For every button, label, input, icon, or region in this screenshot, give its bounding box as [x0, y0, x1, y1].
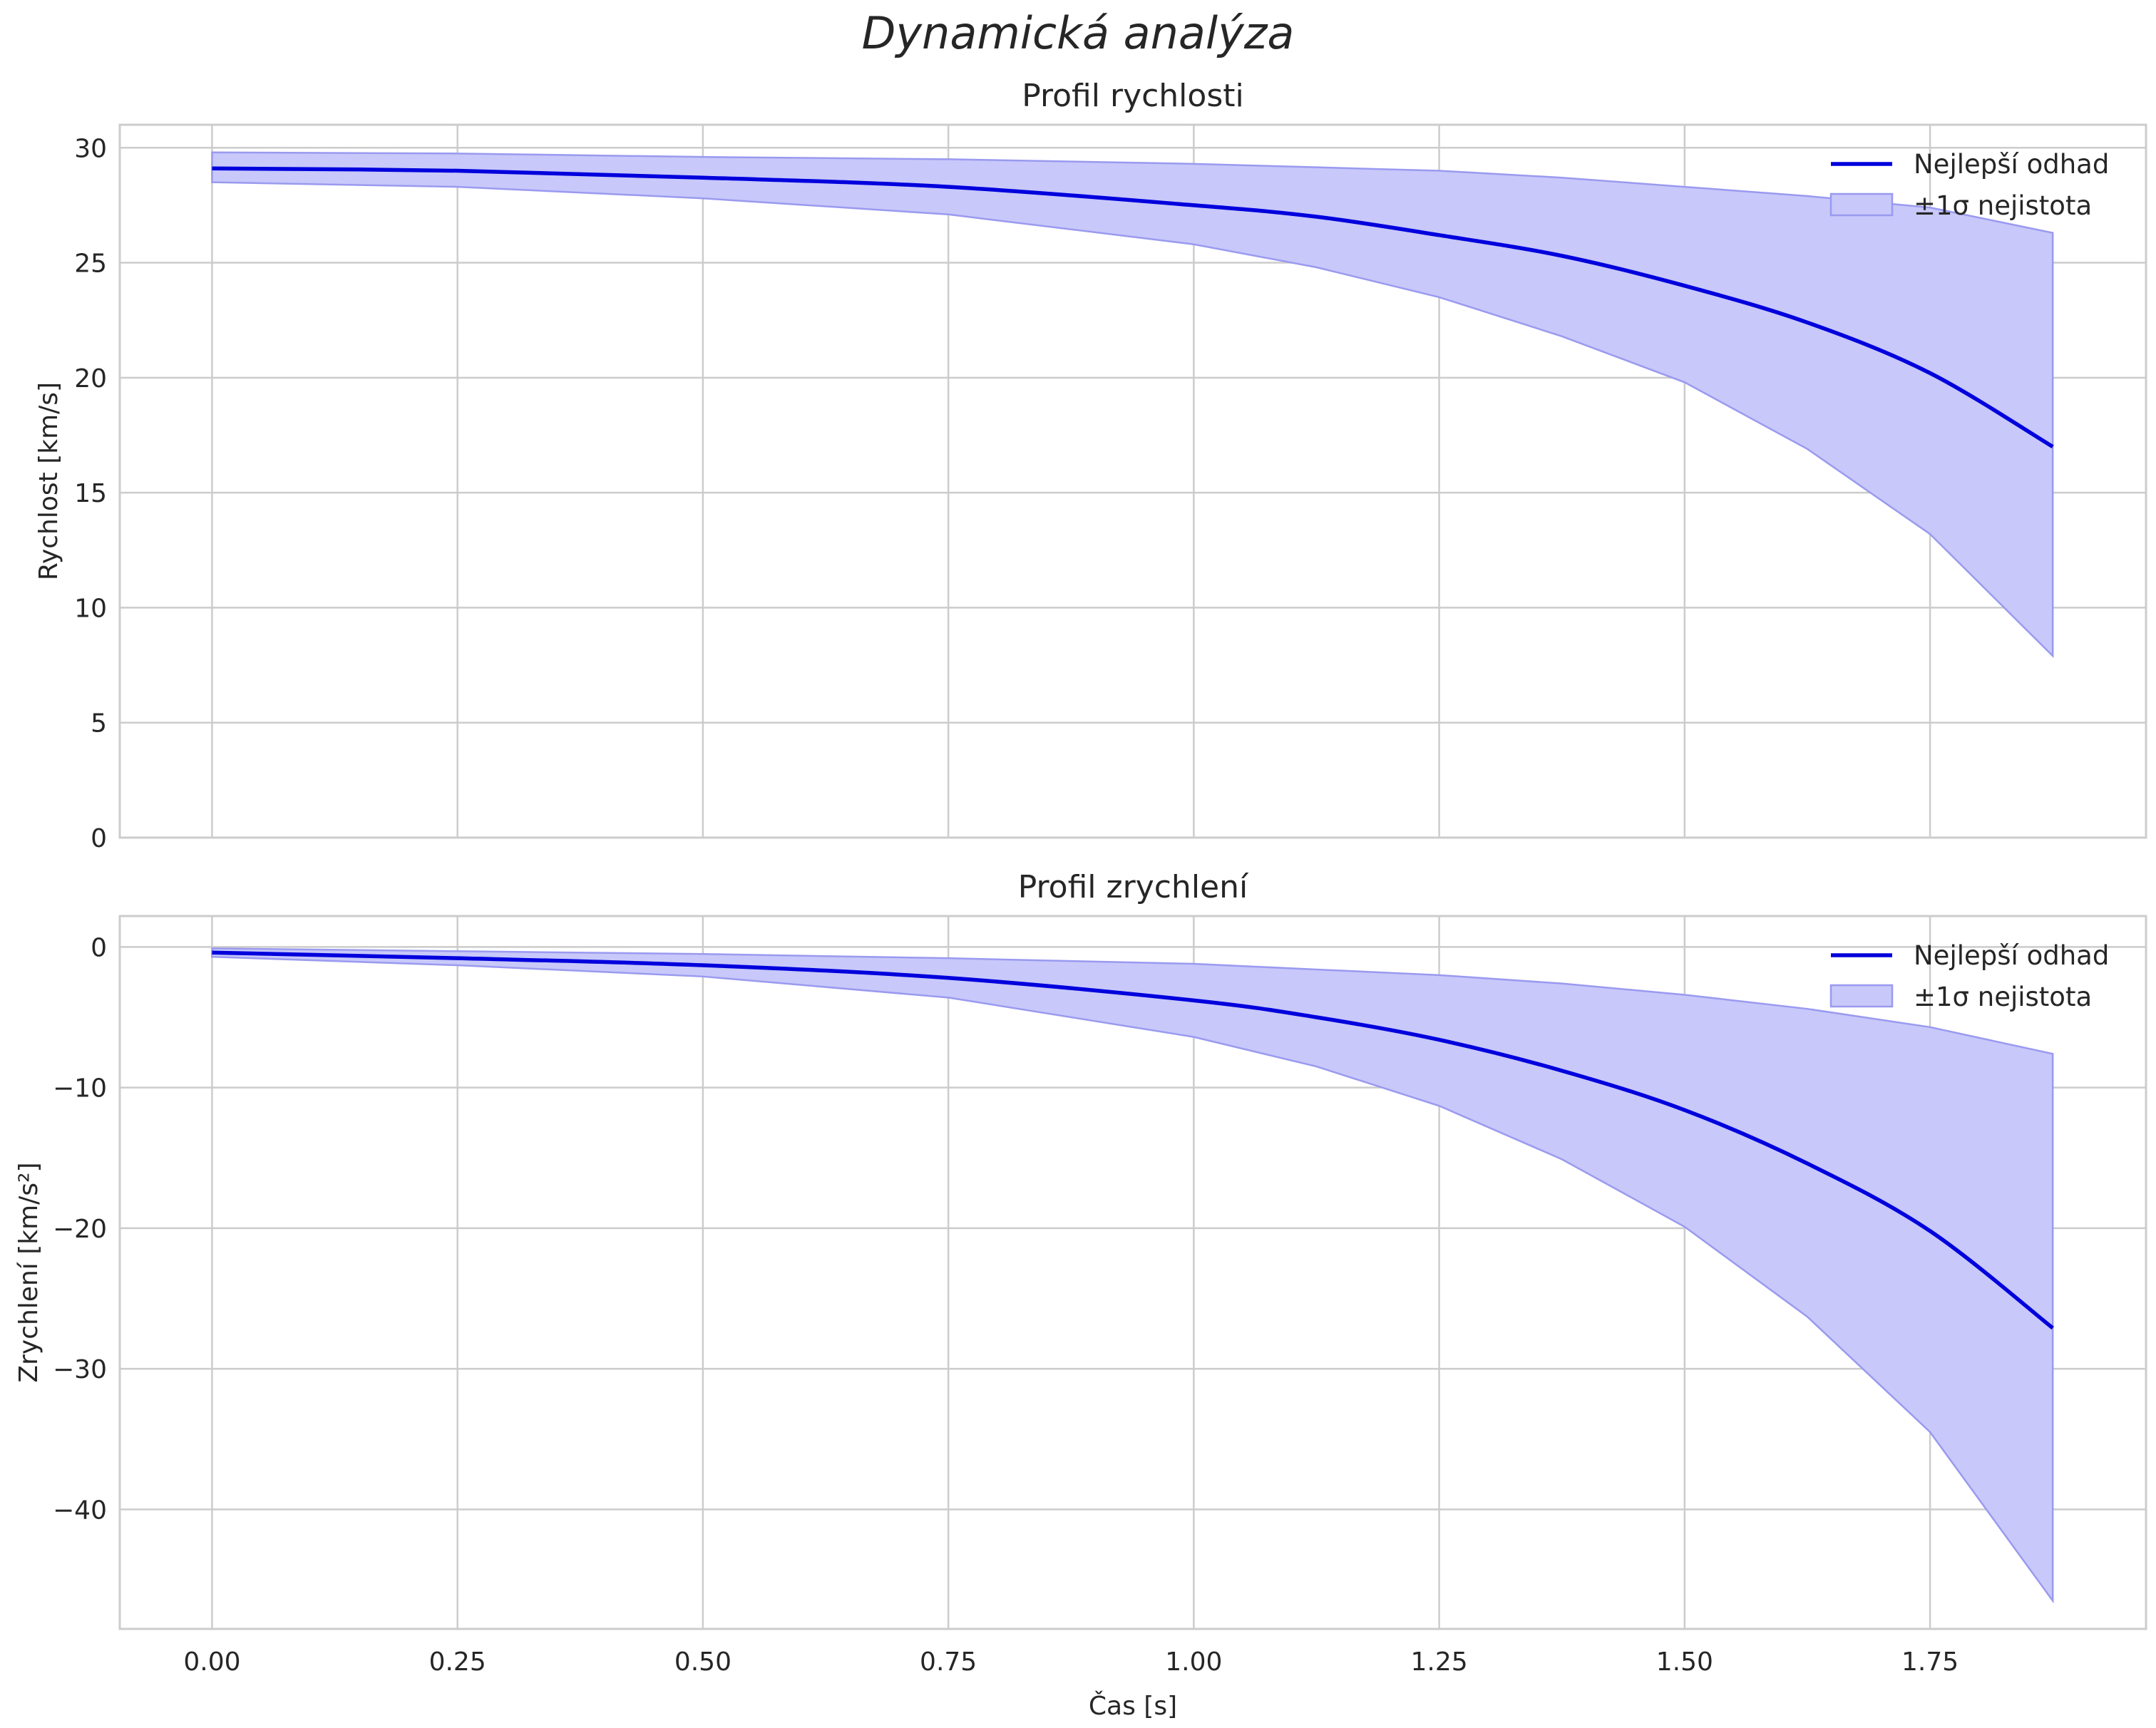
- legend-label: ±1σ nejistota: [1914, 190, 2092, 221]
- x-tick-label: 1.00: [1165, 1647, 1222, 1677]
- legend-label: ±1σ nejistota: [1914, 982, 2092, 1012]
- y-tick-label: −40: [53, 1496, 107, 1525]
- axes-title: Profil rychlosti: [1022, 78, 1243, 114]
- legend: Nejlepší odhad ±1σ nejistota: [1829, 940, 2109, 1012]
- legend: Nejlepší odhad ±1σ nejistota: [1829, 149, 2109, 221]
- y-tick-label: 0: [91, 824, 107, 853]
- y-tick-label: −20: [53, 1215, 107, 1244]
- y-axis-label: Zrychlení [km/s²]: [14, 1162, 43, 1382]
- legend-band-swatch: [1829, 984, 1894, 1008]
- x-tick-label: 0.75: [920, 1647, 977, 1677]
- y-tick-label: −30: [53, 1355, 107, 1384]
- x-tick-label: 1.25: [1411, 1647, 1468, 1677]
- y-tick-label: 5: [91, 709, 107, 739]
- figure-title: Dynamická analýza: [861, 7, 1295, 59]
- axes-title: Profil zrychlení: [1018, 869, 1249, 905]
- y-tick-label: 10: [74, 594, 107, 623]
- best-estimate-line: [212, 166, 2054, 448]
- x-axis-label: Čas [s]: [1089, 1691, 1177, 1721]
- best-estimate-line: [212, 950, 2054, 1330]
- x-tick-label: 1.75: [1901, 1647, 1959, 1677]
- uncertainty-band: [211, 151, 2054, 659]
- x-tick-label: 0.00: [183, 1647, 240, 1677]
- y-tick-label: 25: [74, 250, 107, 279]
- uncertainty-band: [211, 947, 2054, 1604]
- velocity-panel: 0 5 10 15 20 25 30 Profil rychlosti Rychlost [km…: [34, 78, 2147, 853]
- legend-label: Nejlepší odhad: [1914, 149, 2109, 180]
- x-tick-label: 1.50: [1656, 1647, 1713, 1677]
- y-tick-label: 30: [74, 134, 107, 163]
- axes-frame: [118, 915, 2147, 1630]
- y-tick-label: 0: [91, 933, 107, 962]
- y-tick-label: −10: [53, 1074, 107, 1104]
- y-tick-label: 20: [74, 364, 107, 394]
- y-axis-label: Rychlost [km/s]: [34, 382, 63, 580]
- acceleration-panel: 0 −10 −20 −30 −40 0.00 0.25 0.50 0.75 1.00 1.25 1.5…: [14, 869, 2147, 1721]
- y-tick-label: 15: [74, 479, 107, 508]
- legend-band-swatch: [1829, 192, 1894, 217]
- x-tick-label: 0.50: [674, 1647, 732, 1677]
- x-tick-label: 0.25: [429, 1647, 486, 1677]
- axes-frame: [118, 123, 2147, 839]
- legend-label: Nejlepší odhad: [1914, 940, 2109, 971]
